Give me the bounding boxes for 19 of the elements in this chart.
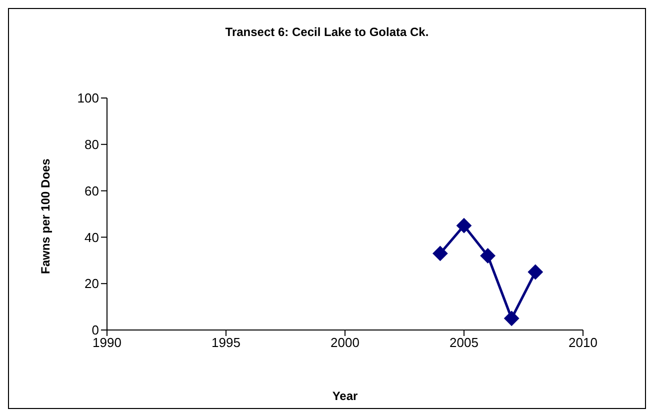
y-tick-label: 100 xyxy=(77,90,99,106)
x-tick-label: 2010 xyxy=(568,335,598,350)
y-tick-label: 60 xyxy=(84,183,99,198)
point xyxy=(456,218,472,234)
y-tick-label: 0 xyxy=(92,322,99,338)
x-tick-label: 1995 xyxy=(212,335,240,350)
y-tick-label: 80 xyxy=(84,137,99,152)
x-tick-label: 1990 xyxy=(92,335,122,350)
x-tick-label: 2000 xyxy=(330,335,360,350)
y-tick-label: 40 xyxy=(84,230,99,245)
x-tick-label: 2005 xyxy=(450,335,478,350)
point xyxy=(504,310,520,326)
y-tick-label: 20 xyxy=(84,276,99,292)
y-axis-title: Fawns per 100 Does xyxy=(38,158,52,274)
point xyxy=(528,264,543,280)
point xyxy=(432,246,448,261)
point xyxy=(480,248,496,264)
x-axis-title: Year xyxy=(332,389,358,403)
chart-title: Transect 6: Cecil Lake to Golata Ck. xyxy=(224,25,430,39)
